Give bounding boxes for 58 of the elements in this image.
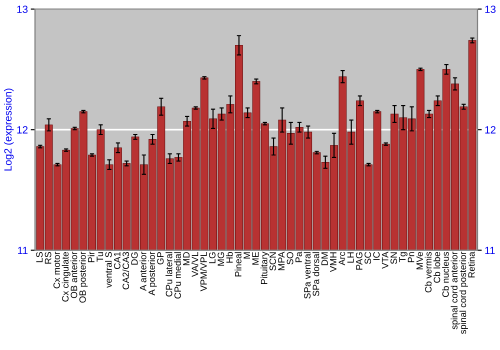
x-tick-label: PAG [356, 252, 362, 270]
x-tick-label: DG [131, 252, 138, 265]
x-tick-label: RS [44, 252, 52, 264]
y2-tick-label: 13 [485, 6, 496, 13]
x-tick-label: GP [157, 252, 164, 264]
x-tick-label: VA/VL [191, 252, 198, 277]
x-tick-label: CPu lateral [166, 252, 172, 297]
x-tick-label: VTA [382, 252, 388, 269]
x-tick-label: CPu medial [174, 252, 181, 299]
x-tick-label: MVe [416, 252, 423, 270]
x-tick-label: Cb nucleus [442, 252, 449, 298]
x-tick-label: Cb lobe [433, 252, 440, 283]
x-tick-label: MPA [278, 252, 285, 270]
y-tick-label: 13 [17, 6, 28, 13]
x-tick-label: VPM/VPL [200, 252, 207, 292]
x-tick-label: MG [218, 252, 224, 266]
x-tick-label: Pa [296, 252, 302, 262]
y-tick-label: 11 [18, 246, 28, 254]
x-tick-label: MD [183, 252, 190, 266]
x-tick-label: SCN [270, 252, 276, 271]
x-tick-label: spinal cord posterior [459, 252, 468, 334]
x-tick-label: Hb [226, 252, 233, 263]
x-tick-label: SN [390, 252, 397, 264]
x-tick-label: Pn [408, 252, 414, 262]
x-tick-label: Cx motor [53, 252, 60, 288]
x-tick-label: Tu [96, 252, 104, 262]
x-tick-label: CA2/CA3 [122, 252, 130, 290]
x-tick-label: Pituitary [260, 252, 270, 284]
x-tick-label: Pineal [234, 252, 242, 276]
x-tick-label: M [244, 252, 250, 259]
x-tick-label: Retina [468, 252, 475, 278]
x-tick-label: OB posterior [79, 252, 88, 303]
x-tick-label: Tg [399, 252, 408, 262]
x-tick-label: LH [347, 252, 354, 263]
x-tick-label: VMH [330, 252, 336, 272]
x-tick-label: spinal cord anterior [450, 252, 460, 330]
x-tick-label: Cb vermis [424, 252, 432, 292]
x-tick-label: SC [364, 252, 372, 264]
x-tick-label: CA1 [114, 252, 120, 270]
y-tick-label: 12 [17, 126, 28, 134]
x-tick-label: Arc [338, 252, 346, 266]
x-tick-label: LG [209, 252, 216, 264]
x-tick-label: OB anterior [70, 252, 78, 298]
x-tick-label: LS [36, 252, 43, 262]
x-tick-label: DM [321, 252, 328, 266]
x-tick-label: Pir [88, 252, 94, 262]
x-tick-label: SO [286, 252, 294, 264]
x-tick-label: SPa dorsal [312, 252, 320, 296]
y2-tick-label: 12 [485, 126, 496, 134]
x-tick-label: A anterior [140, 252, 146, 291]
x-tick-label: Cx cingulate [62, 252, 70, 302]
x-tick-label: SPa ventral [304, 252, 311, 299]
y2-tick-label: 11 [485, 246, 495, 254]
y-axis-title: Log2 (expression) [4, 88, 14, 171]
x-tick-label: ME [252, 252, 259, 265]
x-tick-label: ventral S [105, 252, 112, 288]
x-tick-label: A posterior [148, 252, 157, 296]
x-tick-label: IC [373, 252, 380, 260]
